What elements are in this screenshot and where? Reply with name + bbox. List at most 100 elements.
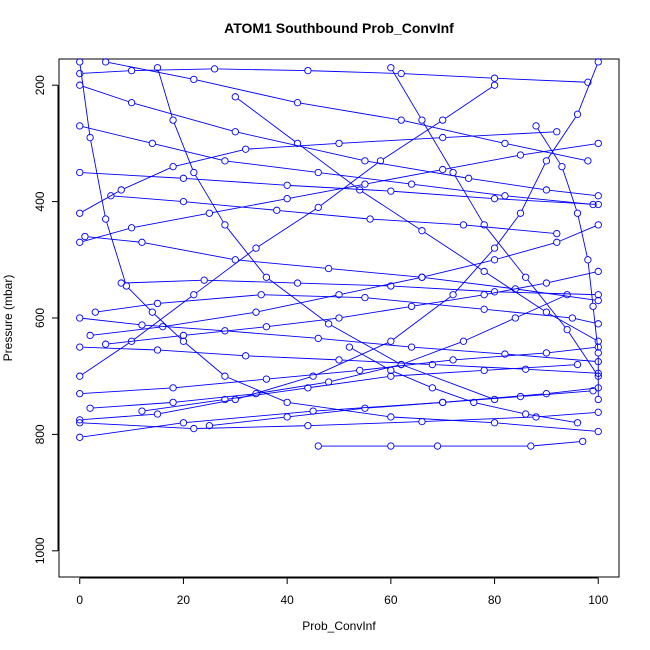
x-tick-label: 80: [488, 593, 502, 607]
data-point: [522, 273, 530, 281]
data-point: [262, 273, 271, 281]
data-point: [309, 372, 317, 380]
data-point: [594, 221, 602, 229]
data-point: [522, 365, 530, 373]
profile-segment: [485, 227, 524, 275]
profile-segment: [82, 228, 129, 242]
data-point: [179, 197, 188, 206]
profile-series: [76, 81, 602, 200]
profile-segment: [393, 296, 451, 340]
profile-segment: [106, 222, 126, 283]
profile-segment: [392, 70, 421, 118]
profile-series: [76, 343, 602, 377]
profile-segment: [264, 294, 362, 298]
chart-title: ATOM1 Southbound Prob_ConvInf: [224, 20, 454, 36]
data-point: [293, 139, 302, 148]
profile-segment: [559, 225, 596, 242]
data-point: [76, 81, 84, 89]
data-point: [335, 356, 343, 364]
data-point: [387, 187, 395, 195]
data-point: [138, 407, 146, 415]
data-point: [532, 122, 540, 130]
data-point: [117, 186, 125, 194]
profile-segment: [212, 416, 284, 426]
data-point: [76, 314, 84, 322]
profile-segment: [83, 70, 129, 74]
profile-segment: [134, 68, 212, 72]
data-point: [324, 264, 333, 273]
data-point: [179, 331, 188, 340]
data-point: [148, 308, 156, 316]
data-point: [449, 291, 457, 299]
data-point: [169, 398, 177, 407]
profile-segment: [186, 326, 264, 336]
data-point: [573, 419, 582, 427]
profile-segment: [423, 122, 452, 170]
data-point: [490, 419, 499, 427]
profile-segment: [414, 184, 502, 196]
data-point: [589, 387, 597, 395]
x-tick-label: 20: [177, 593, 191, 607]
profile-series: [107, 192, 561, 238]
profile-segment: [124, 279, 201, 284]
profile-segment: [82, 126, 150, 144]
x-axis-label: Prob_ConvInf: [302, 619, 376, 633]
data-point: [169, 116, 177, 124]
data-point: [501, 350, 509, 358]
data-point: [594, 267, 602, 276]
profile-series: [387, 64, 602, 380]
profile-segment: [186, 178, 284, 186]
profile-segment: [368, 297, 481, 310]
profile-segment: [176, 393, 253, 403]
data-point: [527, 442, 535, 450]
data-point: [324, 378, 333, 386]
data-point: [594, 192, 602, 200]
axis-layer: 0 20 40 60 80 100 200 400 600 800 1000: [33, 75, 609, 607]
data-point: [252, 308, 260, 316]
data-point: [573, 209, 582, 217]
data-point: [439, 165, 447, 174]
data-point: [231, 93, 239, 101]
profile-segment: [259, 294, 336, 312]
data-point: [221, 395, 229, 404]
profile-segment: [79, 65, 91, 135]
profile-segment: [83, 172, 181, 179]
data-point: [324, 320, 333, 328]
data-point: [542, 186, 551, 194]
data-point: [76, 433, 84, 441]
profile-series: [532, 122, 602, 404]
profile-segment: [228, 160, 315, 173]
profile-series: [76, 128, 561, 217]
data-point: [594, 337, 602, 345]
profile-segment: [160, 349, 243, 357]
profile-segment: [321, 172, 409, 185]
data-point: [221, 221, 229, 229]
data-point: [387, 442, 395, 450]
y-axis-label: Pressure (mbar): [1, 275, 15, 362]
profile-segment: [425, 260, 492, 277]
profile-segment: [196, 249, 254, 294]
profile-segment: [383, 121, 441, 160]
data-point: [76, 58, 84, 66]
data-point: [76, 372, 84, 380]
data-point: [594, 343, 602, 351]
data-point: [542, 390, 551, 398]
profile-segment: [404, 73, 492, 79]
data-point: [356, 366, 364, 375]
profile-segment: [185, 343, 223, 375]
profile-segment: [290, 184, 362, 199]
profile-segment: [238, 259, 326, 269]
profile-segment: [249, 143, 336, 150]
data-point: [86, 133, 94, 142]
profile-segment: [435, 364, 523, 370]
profile-segment: [445, 155, 518, 170]
data-point: [594, 408, 602, 416]
profile-segment: [523, 390, 590, 397]
profile-segment: [134, 213, 207, 228]
data-point: [542, 349, 551, 357]
profile-series: [76, 408, 602, 433]
y-tick-label: 200: [33, 75, 47, 95]
profile-segment: [394, 416, 492, 424]
profile-segment: [186, 201, 274, 211]
profile-segment: [394, 190, 492, 199]
